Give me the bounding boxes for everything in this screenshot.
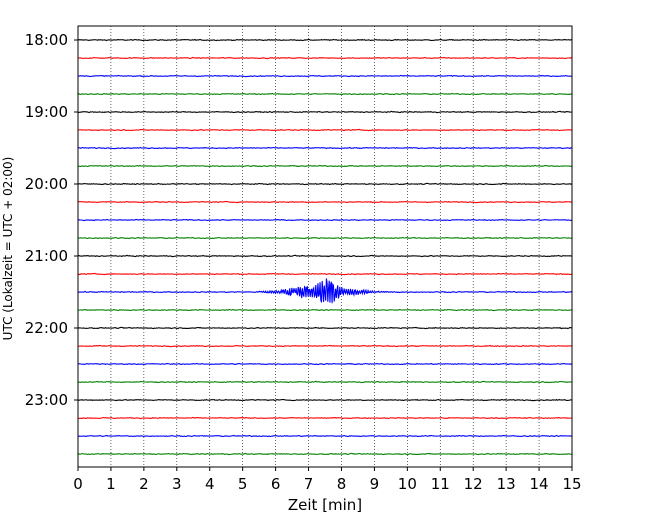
trace-2145 <box>77 308 573 312</box>
trace-1800 <box>77 38 573 42</box>
trace-2230 <box>77 362 573 366</box>
y-tick-label: 23:00 <box>25 391 68 409</box>
x-tick-label: 2 <box>139 475 149 493</box>
trace-1845 <box>77 92 573 96</box>
trace-2245 <box>77 380 573 384</box>
x-tick-label: 11 <box>431 475 450 493</box>
trace-2330 <box>77 434 573 438</box>
y-axis-ticks: 18:00 19:00 20:00 21:00 22:00 23:00 <box>25 31 78 409</box>
x-tick-label: 8 <box>337 475 347 493</box>
trace-1830 <box>77 74 573 78</box>
trace-1815 <box>77 56 573 60</box>
y-tick-label: 19:00 <box>25 103 68 121</box>
trace-2215 <box>78 344 573 348</box>
trace-2345 <box>77 452 573 456</box>
trace-2015 <box>77 200 573 204</box>
trace-2000 <box>77 182 573 186</box>
trace-2200 <box>78 326 573 330</box>
plot-frame <box>77 25 573 468</box>
trace-1945 <box>77 164 573 168</box>
y-tick-label: 21:00 <box>25 247 68 265</box>
x-tick-label: 15 <box>562 475 581 493</box>
x-tick-label: 12 <box>464 475 483 493</box>
y-tick-label: 22:00 <box>25 319 68 337</box>
x-tick-label: 14 <box>530 475 549 493</box>
trace-2045 <box>77 236 573 240</box>
x-tick-label: 1 <box>106 475 116 493</box>
x-tick-label: 6 <box>271 475 281 493</box>
x-tick-label: 9 <box>370 475 380 493</box>
trace-2315 <box>77 416 573 420</box>
x-axis-ticks: 0 1 2 3 4 5 6 7 8 9 10 11 12 13 14 15 <box>73 467 582 493</box>
trace-1930 <box>77 146 573 150</box>
x-tick-label: 5 <box>238 475 248 493</box>
y-axis-label: UTC (Lokalzeit = UTC + 02:00) <box>1 157 15 341</box>
x-tick-label: 0 <box>73 475 83 493</box>
trace-2115 <box>77 272 573 276</box>
trace-1900 <box>77 110 573 114</box>
trace-layer <box>77 38 573 456</box>
x-tick-label: 3 <box>172 475 182 493</box>
x-tick-label: 4 <box>205 475 215 493</box>
x-tick-label: 10 <box>398 475 417 493</box>
trace-2130 <box>77 278 573 304</box>
y-tick-label: 20:00 <box>25 175 68 193</box>
x-tick-label: 7 <box>304 475 314 493</box>
x-tick-label: 13 <box>497 475 516 493</box>
trace-2300 <box>77 398 573 402</box>
x-axis-label: Zeit [min] <box>288 496 362 514</box>
y-tick-label: 18:00 <box>25 31 68 49</box>
trace-2030 <box>77 218 573 222</box>
trace-2100 <box>77 254 573 258</box>
trace-1915 <box>77 128 573 132</box>
